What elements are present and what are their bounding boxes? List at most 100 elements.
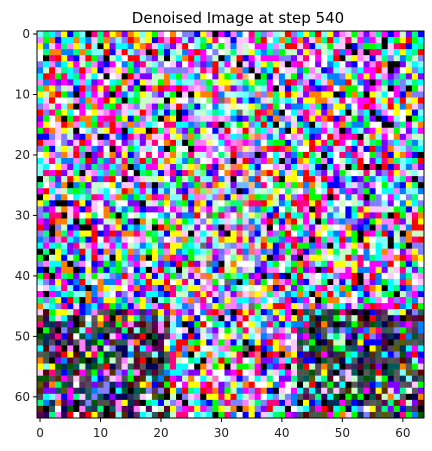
- pixel-cell: [272, 133, 280, 141]
- pixel-cell: [278, 188, 286, 195]
- pixel-cell: [91, 145, 98, 153]
- pixel-cell: [248, 363, 255, 370]
- pixel-cell: [61, 121, 68, 128]
- pixel-cell: [284, 103, 292, 110]
- pixel-cell: [381, 206, 388, 213]
- pixel-cell: [109, 224, 116, 231]
- pixel-cell: [242, 49, 249, 56]
- pixel-cell: [399, 139, 407, 147]
- pixel-cell: [109, 194, 116, 201]
- pixel-cell: [278, 91, 286, 98]
- pixel-cell: [85, 291, 92, 298]
- pixel-cell: [206, 315, 213, 322]
- pixel-cell: [163, 351, 171, 358]
- pixel-cell: [79, 31, 86, 38]
- pixel-cell: [218, 218, 225, 225]
- pixel-cell: [163, 309, 171, 316]
- pixel-cell: [399, 49, 407, 56]
- pixel-cell: [224, 411, 231, 419]
- pixel-cell: [200, 164, 207, 171]
- pixel-cell: [303, 85, 310, 92]
- pixel-cell: [236, 351, 243, 358]
- pixel-cell: [91, 91, 98, 98]
- pixel-cell: [200, 357, 207, 364]
- pixel-cell: [67, 333, 74, 340]
- pixel-cell: [73, 369, 80, 376]
- pixel-cell: [393, 55, 401, 62]
- pixel-cell: [309, 85, 316, 92]
- pixel-cell: [290, 139, 298, 147]
- pixel-cell: [212, 31, 219, 38]
- pixel-cell: [67, 170, 74, 177]
- pixel-cell: [230, 176, 237, 183]
- pixel-cell: [309, 43, 316, 50]
- pixel-cell: [121, 61, 128, 68]
- pixel-cell: [242, 115, 249, 122]
- pixel-cell: [151, 170, 159, 177]
- pixel-cell: [37, 200, 44, 207]
- pixel-cell: [151, 248, 159, 255]
- pixel-cell: [115, 200, 122, 207]
- pixel-cell: [363, 49, 370, 56]
- pixel-cell: [236, 85, 243, 92]
- pixel-cell: [266, 248, 274, 255]
- pixel-cell: [254, 278, 261, 286]
- pixel-cell: [411, 266, 419, 274]
- pixel-cell: [254, 157, 261, 165]
- pixel-cell: [212, 278, 219, 286]
- pixel-cell: [200, 321, 207, 328]
- pixel-cell: [127, 297, 134, 304]
- pixel-cell: [399, 339, 407, 346]
- pixel-cell: [200, 43, 207, 50]
- pixel-cell: [399, 321, 407, 328]
- pixel-cell: [37, 242, 44, 249]
- pixel-cell: [61, 170, 68, 177]
- pixel-cell: [309, 218, 316, 225]
- pixel-cell: [55, 375, 62, 382]
- pixel-cell: [230, 182, 237, 189]
- pixel-cell: [145, 139, 153, 147]
- pixel-cell: [363, 363, 370, 370]
- pixel-cell: [127, 405, 134, 413]
- pixel-cell: [224, 218, 231, 225]
- pixel-cell: [363, 405, 370, 413]
- pixel-cell: [393, 405, 401, 413]
- pixel-cell: [351, 242, 358, 249]
- pixel-cell: [91, 315, 98, 322]
- pixel-cell: [157, 91, 165, 98]
- pixel-cell: [67, 97, 74, 104]
- pixel-cell: [200, 363, 207, 370]
- pixel-cell: [369, 188, 376, 195]
- pixel-cell: [157, 254, 165, 261]
- pixel-cell: [236, 272, 243, 280]
- pixel-cell: [188, 188, 195, 195]
- pixel-cell: [290, 363, 298, 370]
- pixel-cell: [284, 194, 292, 201]
- pixel-cell: [55, 357, 62, 364]
- pixel-cell: [139, 133, 147, 141]
- pixel-cell: [242, 55, 249, 62]
- pixel-cell: [200, 272, 207, 280]
- pixel-cell: [206, 339, 213, 346]
- pixel-cell: [97, 91, 104, 98]
- pixel-cell: [212, 357, 219, 364]
- pixel-cell: [363, 127, 370, 134]
- pixel-cell: [127, 145, 134, 153]
- pixel-cell: [176, 61, 183, 68]
- pixel-cell: [200, 151, 207, 159]
- pixel-cell: [278, 79, 286, 86]
- pixel-cell: [393, 297, 401, 304]
- pixel-cell: [315, 351, 322, 358]
- pixel-cell: [351, 121, 358, 128]
- pixel-cell: [200, 405, 207, 413]
- pixel-cell: [272, 151, 280, 159]
- pixel-cell: [145, 170, 153, 177]
- pixel-cell: [351, 176, 358, 183]
- pixel-cell: [79, 176, 86, 183]
- pixel-cell: [230, 133, 237, 141]
- pixel-cell: [170, 375, 177, 382]
- pixel-cell: [363, 121, 370, 128]
- pixel-cell: [399, 97, 407, 104]
- pixel-cell: [290, 67, 298, 74]
- pixel-cell: [212, 200, 219, 207]
